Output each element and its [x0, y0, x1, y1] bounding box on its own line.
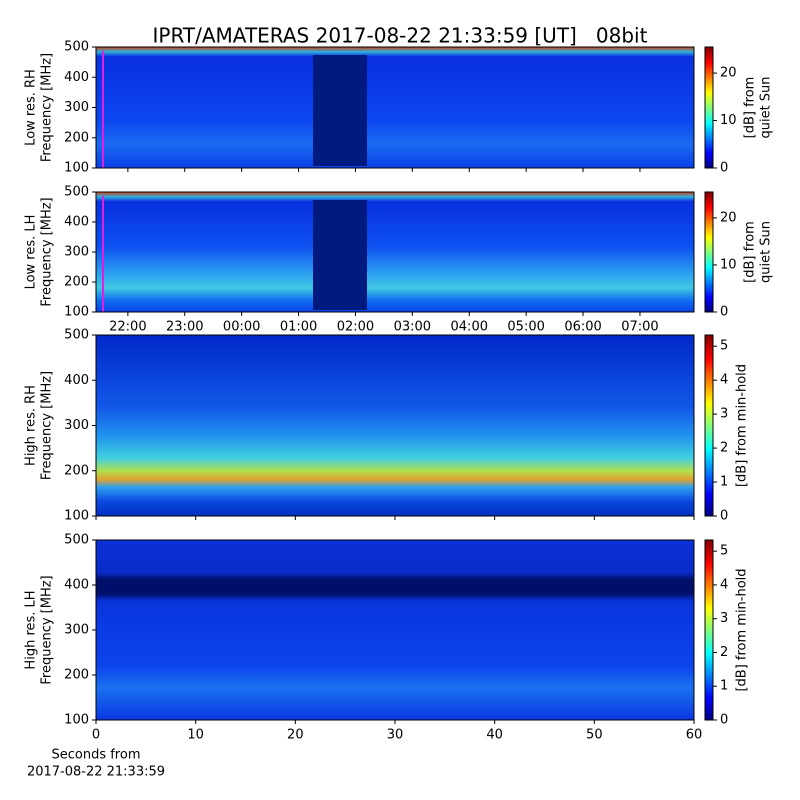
y-axis-label: Frequency [MHz] [40, 371, 55, 480]
y-tick-label: 200 [64, 463, 89, 478]
y-tick-label: 200 [64, 275, 89, 290]
colorbar [704, 539, 714, 721]
colorbar-label: quiet Sun [759, 221, 774, 283]
x-tick-label: 20 [287, 728, 304, 743]
colorbar [704, 191, 714, 313]
x-tick-label: 50 [586, 728, 603, 743]
colorbar-tick-label: 0 [720, 713, 728, 728]
calibration-line [102, 196, 104, 312]
data-gap [313, 55, 367, 166]
y-tick-label: 400 [64, 373, 89, 388]
y-axis-label: Low res. LH [24, 215, 39, 290]
y-tick-label: 500 [64, 533, 89, 548]
y-tick-label: 300 [64, 245, 89, 260]
x-tick-label: 01:00 [280, 320, 317, 335]
calibration-line [102, 51, 104, 168]
y-tick-label: 400 [64, 215, 89, 230]
x-tick-label: 23:00 [166, 320, 203, 335]
y-axis-label: Frequency [MHz] [40, 575, 55, 684]
x-tick-label: 0 [92, 728, 100, 743]
colorbar-tick-label: 3 [720, 611, 728, 626]
x-tick-label: 07:00 [621, 320, 658, 335]
spectrogram [96, 335, 694, 516]
y-tick-label: 200 [64, 668, 89, 683]
y-tick-label: 300 [64, 418, 89, 433]
y-tick-label: 100 [64, 713, 89, 728]
x-tick-label: 22:00 [109, 320, 146, 335]
x-axis-label: 2017-08-22 21:33:59 [27, 765, 165, 780]
colorbar-tick-label: 10 [720, 113, 737, 128]
y-axis-label: Low res. RH [24, 69, 39, 146]
y-tick-label: 300 [64, 100, 89, 115]
colorbar-tick-label: 0 [720, 161, 728, 176]
colorbar-label: [dB] from [743, 221, 758, 283]
figure-title: IPRT/AMATERAS 2017-08-22 21:33:59 [UT] 0… [153, 24, 648, 48]
y-axis-label: High res. RH [24, 385, 39, 466]
x-tick-label: 40 [486, 728, 503, 743]
colorbar-tick-label: 1 [720, 475, 728, 490]
colorbar-tick-label: 2 [720, 441, 728, 456]
x-tick-label: 05:00 [507, 320, 544, 335]
x-tick-label: 10 [187, 728, 204, 743]
y-tick-label: 100 [64, 161, 89, 176]
x-tick-label: 03:00 [394, 320, 431, 335]
colorbar-tick-label: 1 [720, 679, 728, 694]
x-axis-label: Seconds from [51, 748, 140, 763]
y-axis-label: Frequency [MHz] [40, 197, 55, 306]
y-tick-label: 300 [64, 623, 89, 638]
x-tick-label: 60 [686, 728, 703, 743]
colorbar [704, 334, 714, 517]
x-tick-label: 02:00 [337, 320, 374, 335]
colorbar-tick-label: 20 [720, 66, 737, 81]
y-tick-label: 100 [64, 305, 89, 320]
y-axis-label: High res. LH [24, 590, 39, 669]
x-tick-label: 00:00 [223, 320, 260, 335]
colorbar-tick-label: 20 [720, 210, 737, 225]
colorbar-tick-label: 2 [720, 645, 728, 660]
y-axis-label: Frequency [MHz] [40, 53, 55, 162]
data-gap [313, 200, 367, 310]
x-tick-label: 04:00 [451, 320, 488, 335]
y-tick-label: 500 [64, 185, 89, 200]
colorbar-tick-label: 5 [720, 544, 728, 559]
colorbar-tick-label: 0 [720, 305, 728, 320]
x-tick-label: 30 [387, 728, 404, 743]
y-tick-label: 100 [64, 509, 89, 524]
colorbar-label: [dB] from min-hold [735, 364, 750, 487]
colorbar-tick-label: 0 [720, 509, 728, 524]
colorbar-tick-label: 3 [720, 407, 728, 422]
colorbar [704, 46, 714, 169]
colorbar-label: [dB] from min-hold [735, 568, 750, 691]
y-tick-label: 500 [64, 40, 89, 55]
y-tick-label: 400 [64, 578, 89, 593]
y-tick-label: 500 [64, 328, 89, 343]
colorbar-tick-label: 10 [720, 257, 737, 272]
x-tick-label: 06:00 [564, 320, 601, 335]
colorbar-label: [dB] from [743, 77, 758, 139]
colorbar-label: quiet Sun [759, 76, 774, 138]
spectrogram [96, 192, 694, 312]
spectrogram [96, 540, 694, 720]
spectrogram [96, 47, 694, 168]
y-tick-label: 400 [64, 70, 89, 85]
colorbar-tick-label: 5 [720, 339, 728, 354]
colorbar-tick-label: 4 [720, 373, 728, 388]
y-tick-label: 200 [64, 130, 89, 145]
colorbar-tick-label: 4 [720, 577, 728, 592]
